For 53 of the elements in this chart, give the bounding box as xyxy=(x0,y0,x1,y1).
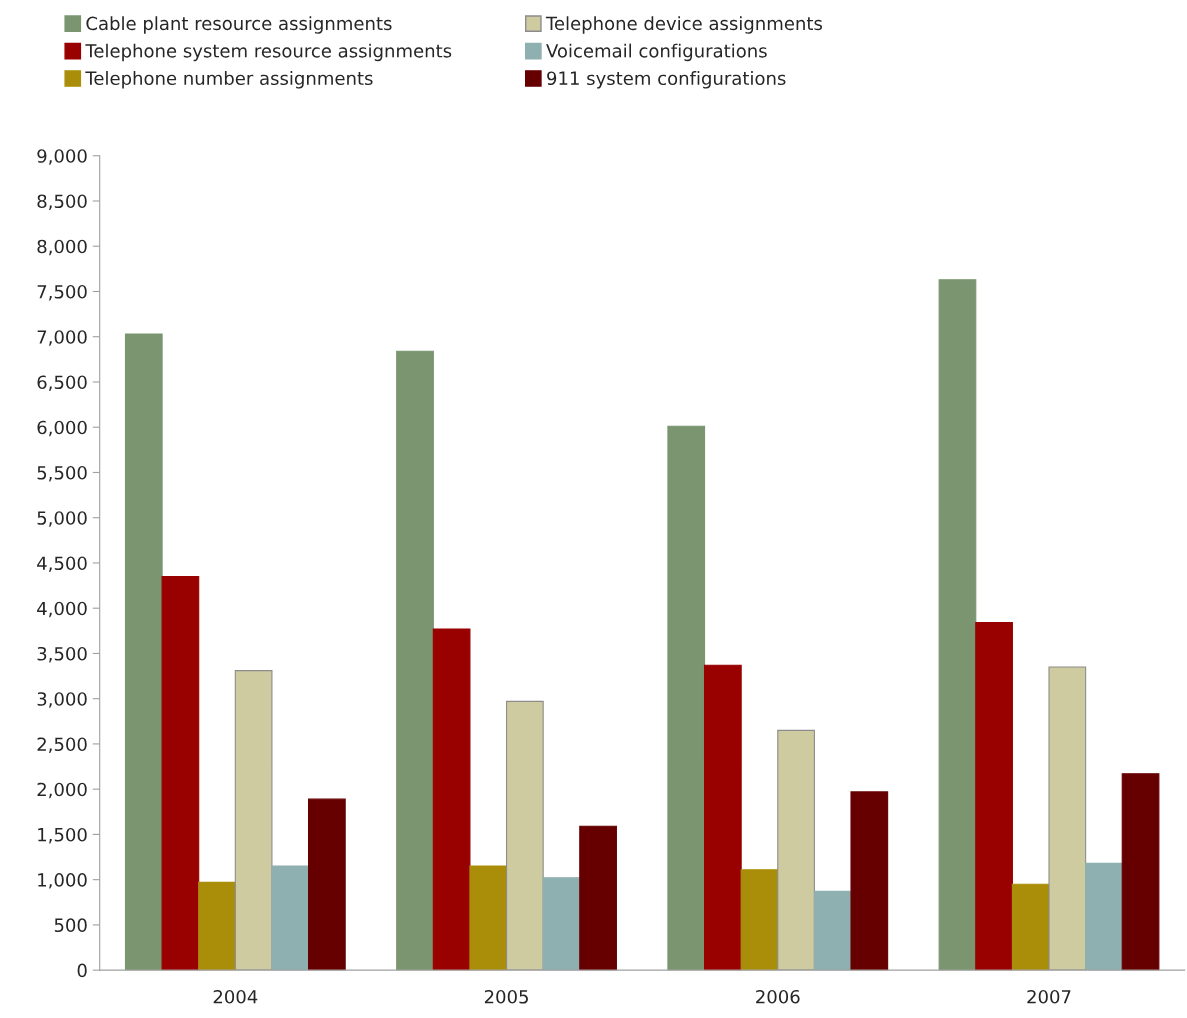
bar xyxy=(161,575,200,971)
y-tick-label: 5,000 xyxy=(37,511,87,527)
y-tick-label: 5,500 xyxy=(37,465,87,482)
bar xyxy=(703,664,742,971)
y-tick-label: 7,500 xyxy=(37,284,87,301)
y-tick-label: 8,000 xyxy=(37,239,87,256)
bar xyxy=(307,798,346,971)
bar xyxy=(813,890,852,971)
bar xyxy=(469,865,508,971)
y-tick-label: 3,500 xyxy=(37,646,87,663)
x-tick-label: 2006 xyxy=(756,989,800,1004)
y-tick-label: 500 xyxy=(54,918,87,933)
x-tick-label: 2005 xyxy=(484,989,528,1004)
bar xyxy=(579,825,617,971)
legend-label: Cable plant resource assignments xyxy=(86,16,392,34)
y-tick-label: 0 xyxy=(77,963,87,978)
bar xyxy=(432,628,471,971)
y-tick-label: 1,500 xyxy=(38,827,87,844)
y-tick-label: 4,000 xyxy=(37,601,87,618)
bar xyxy=(234,670,273,971)
bar xyxy=(1121,773,1160,971)
bar xyxy=(396,350,434,971)
x-tick-label: 2007 xyxy=(1027,989,1071,1004)
y-tick-label: 8,500 xyxy=(37,194,87,210)
y-tick-label: 2,500 xyxy=(37,737,87,753)
legend-label: Telephone number assignments xyxy=(85,71,373,89)
y-tick-label: 6,000 xyxy=(37,420,87,437)
y-tick-label: 9,000 xyxy=(37,149,87,165)
bar xyxy=(124,333,163,971)
bar xyxy=(542,877,581,971)
y-tick-label: 4,500 xyxy=(37,556,87,572)
bar xyxy=(1085,862,1123,971)
bar xyxy=(667,425,706,971)
bar xyxy=(975,622,1013,971)
legend-label: Telephone system resource assignments xyxy=(85,43,452,62)
bar xyxy=(938,279,977,971)
y-tick-label: 6,500 xyxy=(37,375,87,391)
legend-label: 911 system configurations xyxy=(547,71,786,89)
x-tick-label: 2004 xyxy=(213,989,258,1004)
bar xyxy=(1011,883,1050,971)
bar xyxy=(850,791,889,971)
bar xyxy=(198,881,236,971)
y-tick-label: 3,000 xyxy=(37,692,87,708)
y-tick-label: 1,000 xyxy=(38,873,87,889)
legend-label: Telephone device assignments xyxy=(545,16,822,34)
y-tick-label: 7,000 xyxy=(37,330,87,346)
y-tick-label: 2,000 xyxy=(37,782,87,799)
bar xyxy=(1048,666,1087,971)
legend-label: Voicemail configurations xyxy=(546,43,767,62)
bar xyxy=(740,869,779,971)
bar xyxy=(271,865,310,971)
bar xyxy=(777,729,815,971)
bar xyxy=(505,700,544,971)
